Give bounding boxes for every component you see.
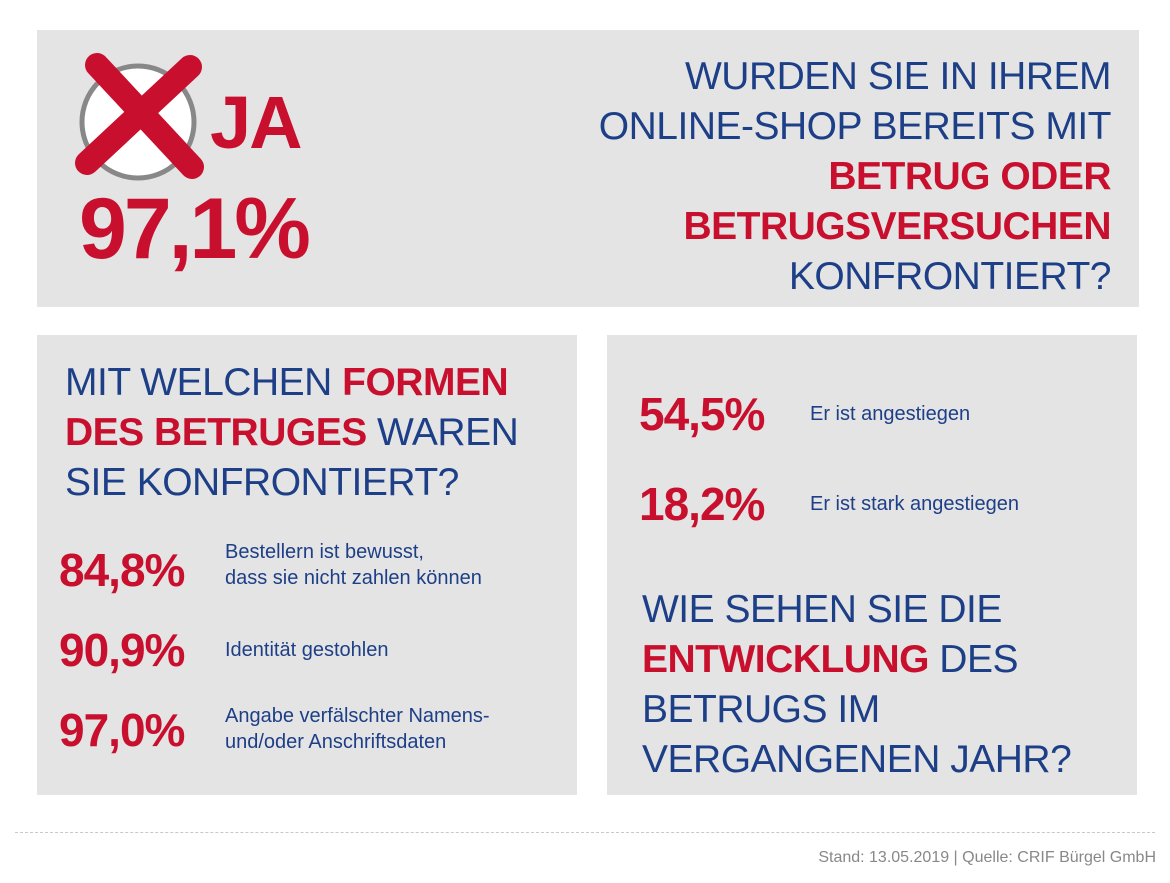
stat-description: Angabe verfälschter Namens-und/oder Ansc… bbox=[225, 703, 490, 755]
stat-percent: 84,8% bbox=[59, 544, 185, 596]
stat-line: Identität gestohlen bbox=[225, 639, 389, 661]
answer-label: JA bbox=[210, 81, 303, 164]
top-panel: JA 97,1% WURDEN SIE IN IHREM ONLINE-SHOP… bbox=[37, 30, 1139, 307]
question-highlight: BETRUG ODER bbox=[828, 155, 1111, 198]
question-text: WIE SEHEN SIE DIE bbox=[642, 588, 1002, 631]
fraud-forms-panel: MIT WELCHEN FORMEN DES BETRUGES WAREN SI… bbox=[37, 335, 577, 795]
question-text: MIT WELCHEN bbox=[65, 361, 343, 404]
development-question: WIE SEHEN SIE DIE ENTWICKLUNG DES BETRUG… bbox=[642, 585, 1072, 785]
question-text: VERGANGENEN JAHR? bbox=[642, 738, 1072, 781]
main-question: WURDEN SIE IN IHREM ONLINE-SHOP BEREITS … bbox=[598, 52, 1112, 302]
question-text: WAREN bbox=[366, 411, 519, 454]
development-panel: 54,5% Er ist angestiegen 18,2% Er ist st… bbox=[607, 335, 1137, 795]
question-text: BETRUGS IM bbox=[642, 688, 880, 731]
stat-line: Bestellern ist bewusst, bbox=[225, 541, 424, 563]
question-highlight: BETRUGSVERSUCHEN bbox=[683, 205, 1111, 248]
stat-line: dass sie nicht zahlen können bbox=[225, 567, 482, 589]
footer-source: Stand: 13.05.2019 | Quelle: CRIF Bürgel … bbox=[818, 849, 1156, 866]
question-highlight: ENTWICKLUNG bbox=[642, 638, 929, 681]
stat-description: Identität gestohlen bbox=[225, 637, 388, 663]
stat-description: Er ist angestiegen bbox=[810, 403, 971, 425]
question-text: SIE KONFRONTIERT? bbox=[65, 461, 459, 504]
question-line: ONLINE-SHOP BEREITS MIT bbox=[598, 105, 1112, 148]
answer-percent: 97,1% bbox=[79, 181, 311, 277]
stat-line: und/oder Anschriftsdaten bbox=[225, 731, 447, 753]
stat-percent: 90,9% bbox=[59, 624, 185, 676]
question-line: KONFRONTIERT? bbox=[788, 255, 1112, 298]
stat-percent: 54,5% bbox=[639, 388, 765, 440]
question-text: DES bbox=[928, 638, 1018, 681]
stat-description: Er ist stark angestiegen bbox=[810, 493, 1019, 515]
checked-box-x-icon bbox=[75, 53, 204, 181]
question-line: WURDEN SIE IN IHREM bbox=[684, 55, 1112, 98]
stat-percent: 97,0% bbox=[59, 704, 185, 756]
stat-line: Angabe verfälschter Namens- bbox=[225, 705, 490, 727]
stat-description: Bestellern ist bewusst, dass sie nicht za… bbox=[225, 539, 482, 591]
footer-divider bbox=[15, 832, 1155, 833]
fraud-forms-question: MIT WELCHEN FORMEN DES BETRUGES WAREN SI… bbox=[65, 358, 519, 508]
stat-percent: 18,2% bbox=[639, 478, 765, 530]
question-highlight: FORMEN bbox=[342, 361, 509, 404]
question-highlight: DES BETRUGES bbox=[65, 411, 367, 454]
